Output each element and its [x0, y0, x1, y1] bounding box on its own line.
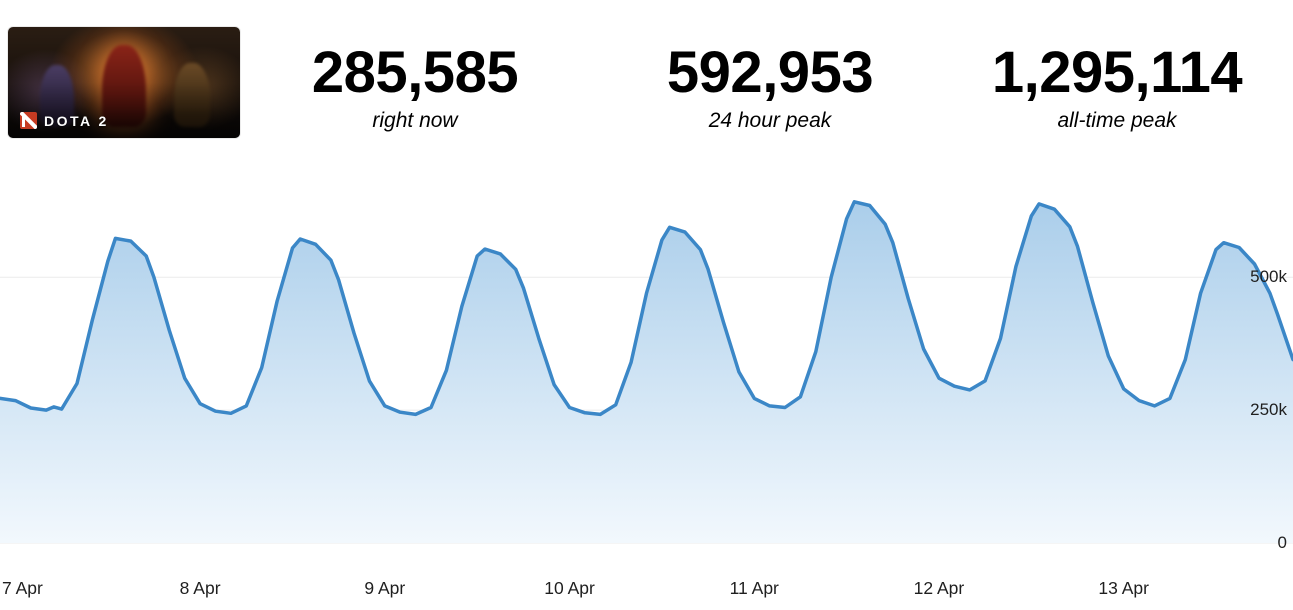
x-axis-label: 12 Apr — [913, 578, 965, 598]
dota2-logo-icon — [20, 112, 37, 129]
player-count-chart[interactable]: 0 250k 500k 7 Apr 8 Apr 9 Apr 10 Apr 11 Apr 12 … — [0, 155, 1293, 610]
x-axis-label: 11 Apr — [729, 578, 779, 598]
stat-alltime-peak: 1,295,114 all-time peak — [991, 40, 1243, 133]
current-players-label: right now — [372, 109, 458, 132]
x-axis-label: 7 Apr — [2, 578, 43, 598]
area-fill — [0, 201, 1293, 544]
x-axis-label: 9 Apr — [364, 578, 406, 598]
game-capsule[interactable]: DOTA 2 — [8, 27, 240, 138]
x-axis-label: 8 Apr — [179, 578, 221, 598]
x-axis-label: 10 Apr — [544, 578, 595, 598]
game-logo: DOTA 2 — [20, 112, 109, 129]
24h-peak-value: 592,953 — [666, 40, 874, 105]
game-title: DOTA 2 — [44, 112, 109, 129]
stat-24h-peak: 592,953 24 hour peak — [666, 40, 874, 133]
stat-current-players: 285,585 right now — [311, 40, 519, 133]
y-axis-label: 0 — [1277, 533, 1287, 552]
alltime-peak-label: all-time peak — [1057, 109, 1177, 132]
capsule-shade — [8, 27, 240, 138]
chart-canvas — [0, 200, 1293, 544]
header: DOTA 2 285,585 right now 592,953 24 hour… — [0, 0, 1293, 155]
player-line — [0, 200, 1293, 417]
y-axis-label: 250k — [1250, 400, 1287, 420]
24h-peak-label: 24 hour peak — [708, 109, 832, 132]
current-players-value: 285,585 — [311, 40, 519, 105]
y-axis-label: 500k — [1250, 267, 1287, 287]
alltime-peak-value: 1,295,114 — [991, 40, 1243, 105]
x-axis-label: 13 Apr — [1098, 578, 1149, 598]
